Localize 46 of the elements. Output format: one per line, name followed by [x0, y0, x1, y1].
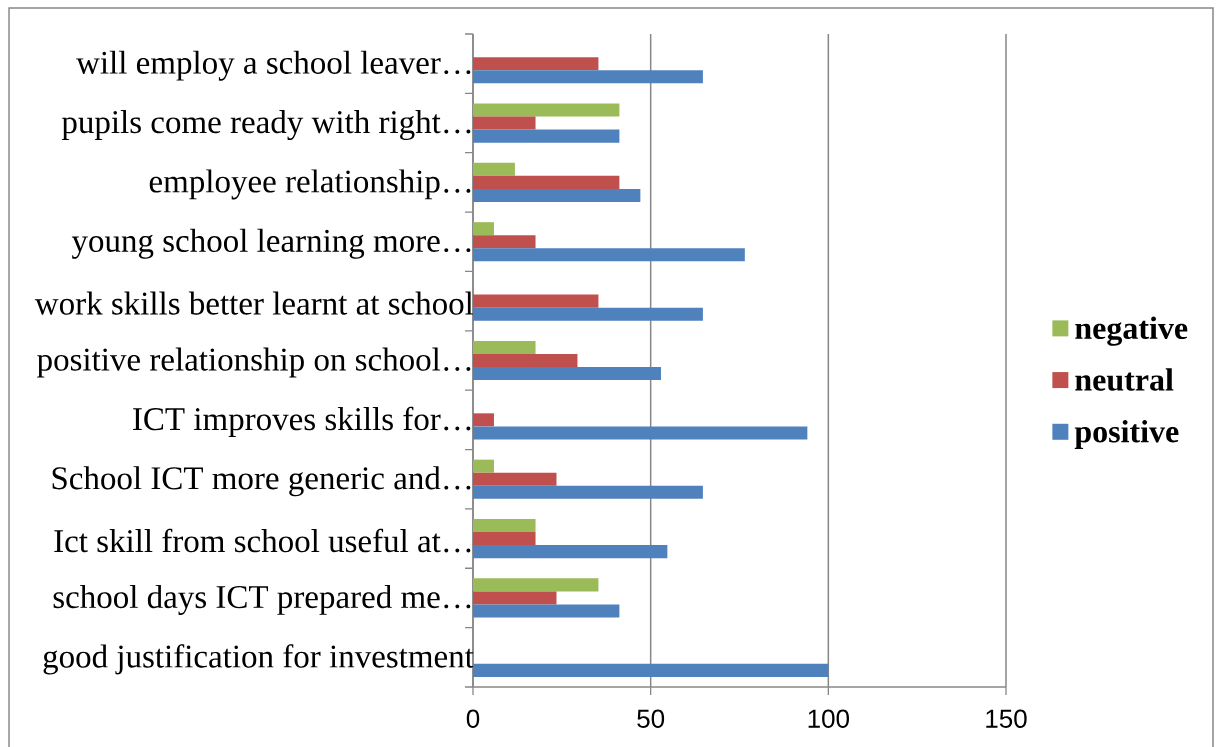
- x-tick-label: 0: [466, 709, 480, 728]
- legend-label: positive: [1074, 419, 1179, 449]
- bar: [473, 604, 620, 618]
- y-tick-label: positive relationship on school…: [37, 347, 471, 378]
- bar: [473, 545, 668, 559]
- x-tick-label: 150: [986, 709, 1027, 728]
- bar: [473, 578, 599, 592]
- bar: [473, 591, 557, 605]
- bar: [473, 175, 620, 189]
- bar: [473, 485, 703, 499]
- y-tick-label: ICT improves skills for…: [133, 406, 471, 437]
- bar: [473, 472, 557, 486]
- legend-label: negative: [1075, 316, 1188, 346]
- bar: [473, 294, 599, 308]
- bar: [473, 129, 620, 143]
- x-tick-label: 100: [808, 709, 849, 728]
- y-tick-label: employee relationship…: [149, 169, 471, 200]
- y-tick-label: work skills better learnt at school: [34, 291, 474, 315]
- bar: [473, 367, 661, 381]
- bar: [473, 532, 536, 546]
- y-tick-label: will employ a school leaver…: [76, 50, 471, 81]
- bar: [473, 70, 703, 84]
- bar: [473, 426, 808, 440]
- bar: [473, 116, 536, 130]
- bar: [473, 307, 703, 321]
- bar: [473, 340, 536, 354]
- x-tick-label: 50: [637, 709, 665, 728]
- bar: [473, 663, 829, 677]
- bar: [473, 459, 494, 473]
- bar: [473, 188, 641, 202]
- bar: [473, 103, 620, 117]
- bar: [473, 413, 494, 427]
- bar: [473, 248, 745, 262]
- bar: [473, 353, 578, 368]
- y-tick-label: young school learning more…: [71, 228, 471, 259]
- bar: [473, 518, 536, 533]
- bar: [473, 235, 536, 249]
- bar: [473, 222, 494, 236]
- y-tick-label: pupils come ready with right…: [61, 110, 471, 141]
- bar: [473, 162, 515, 176]
- bar: [473, 57, 599, 71]
- y-tick-label: school days ICT prepared me…: [53, 584, 471, 615]
- y-tick-label: good justification for investment: [43, 644, 474, 675]
- y-tick-label: School ICT more generic and…: [52, 466, 471, 497]
- legend-label: neutral: [1075, 368, 1174, 391]
- y-tick-label: Ict skill from school useful at…: [54, 528, 471, 553]
